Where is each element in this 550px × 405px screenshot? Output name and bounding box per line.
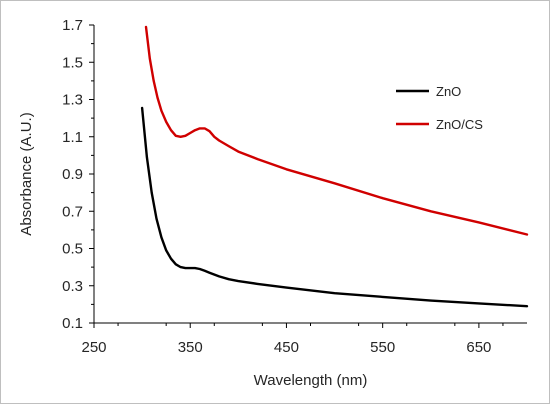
y-tick-label: 1.3	[62, 92, 83, 109]
x-tick-label: 250	[81, 339, 106, 356]
y-axis-title: Absorbance (A.U.)	[18, 112, 35, 235]
legend-label: ZnO/CS	[436, 117, 483, 132]
x-tick-label: 450	[274, 339, 299, 356]
series-line-zno-cs	[144, 25, 529, 236]
y-tick-label: 1.7	[62, 17, 83, 34]
legend-label: ZnO	[436, 84, 461, 99]
x-tick-label: 650	[466, 339, 491, 356]
y-tick-label: 1.5	[62, 54, 83, 71]
y-tick-label: 0.1	[62, 315, 83, 332]
axes: 0.1 0.3 0.5 0.7 0.9 1.1 1.3 1.5 1.7 250 350 450 550 6…	[62, 17, 527, 356]
series-layer	[140, 25, 529, 308]
x-axis-title: Wavelength (nm)	[254, 372, 368, 389]
y-tick-label: 0.7	[62, 203, 83, 220]
y-tick-label: 1.1	[62, 129, 83, 146]
y-tick-label: 0.3	[62, 278, 83, 295]
series-line-zno	[140, 106, 529, 308]
y-tick-label: 0.9	[62, 166, 83, 183]
legend: ZnO ZnO/CS	[396, 84, 483, 132]
x-tick-label: 350	[178, 339, 203, 356]
y-tick-label: 0.5	[62, 241, 83, 258]
x-tick-label: 550	[370, 339, 395, 356]
